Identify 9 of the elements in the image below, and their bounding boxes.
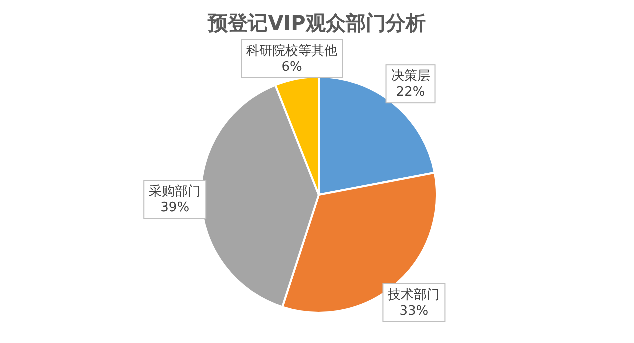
data-label: 22%: [396, 85, 426, 100]
slice-label: 采购部门: [149, 184, 202, 200]
slice-label: 决策层: [391, 69, 430, 84]
slice-label: 技术部门: [387, 286, 440, 303]
data-label: 39%: [160, 200, 190, 216]
slice-label: 科研院校等其他: [246, 44, 338, 59]
data-label: 33%: [400, 304, 429, 319]
chart-title: 预登记VIP观众部门分析: [207, 11, 426, 35]
data-label: 6%: [282, 60, 302, 75]
